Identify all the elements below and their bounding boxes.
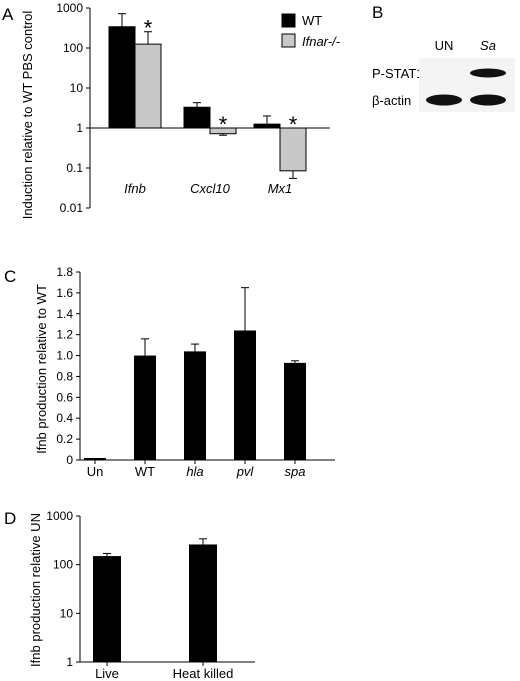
blot-band-p-stat1-sa — [470, 68, 506, 78]
chart-c-bar-hla — [184, 351, 206, 460]
chart-c-x-tick-label: Un — [87, 464, 104, 479]
chart-a-x-tick-label: Mx1 — [268, 181, 293, 196]
chart-a-x-tick-label: Ifnb — [124, 181, 146, 196]
panel-label-d: D — [4, 509, 16, 528]
chart-a-y-tick-label: 1000 — [56, 1, 83, 15]
chart-c-y-tick-label: 0 — [66, 453, 73, 467]
chart-d-x-tick-label: Live — [95, 666, 119, 681]
blot-lane-label-un: UN — [435, 38, 454, 53]
chart-d-y-tick-label: 10 — [60, 606, 74, 620]
chart-d-bar-live — [93, 556, 121, 662]
blot-band-actin-un — [426, 94, 462, 106]
chart-a-bar-ifnb-wt — [108, 26, 136, 129]
blot-row-label-pstat1: P-STAT1 — [372, 66, 424, 81]
chart-c-x-tick-label: pvl — [236, 464, 255, 479]
chart-c-y-tick-label: 1.8 — [56, 265, 73, 279]
legend-swatch-wt — [281, 13, 296, 28]
chart-a: Induction relative to WT PBS control WT … — [20, 1, 341, 219]
chart-c-y-tick-label: 0.2 — [56, 432, 73, 446]
chart-a-asterisk: * — [289, 112, 298, 137]
chart-c-x-tick-label: hla — [186, 464, 203, 479]
chart-a-y-tick-label: 0.01 — [60, 201, 84, 215]
chart-a-bar-ifnb-ifnar — [134, 43, 162, 129]
chart-a-y-tick-label: 100 — [63, 41, 83, 55]
chart-c-y-tick-label: 0.4 — [56, 411, 73, 425]
chart-a-x-tick-label: Cxcl10 — [190, 181, 231, 196]
chart-c-x-tick-label: spa — [285, 464, 306, 479]
chart-a-y-tick-label: 1 — [76, 121, 83, 135]
blot-lane-label-sa: Sa — [480, 38, 496, 53]
panel-label-b: B — [372, 3, 383, 22]
blot-band-actin-sa — [470, 94, 506, 106]
chart-d-x-tick-label: Heat killed — [173, 666, 234, 681]
blot-row-label-actin: β-actin — [372, 93, 411, 108]
legend-label-ifnar: Ifnar-/- — [302, 34, 341, 49]
panel-label-c: C — [4, 267, 16, 286]
chart-d-bar-heat-killed — [189, 544, 217, 662]
chart-c: Ifnb production relative to WT 0 0.2 0.4 0.… — [34, 265, 335, 479]
chart-c-y-tick-label: 1.6 — [56, 286, 73, 300]
chart-c-y-tick-label: 1.0 — [56, 349, 73, 363]
chart-d: Ifnb production relative UN 1 10 100 1000 Li… — [28, 509, 255, 681]
chart-c-y-tick-label: 0.6 — [56, 390, 73, 404]
legend-swatch-ifnar — [281, 33, 296, 48]
chart-c-y-tick-label: 0.8 — [56, 369, 73, 383]
chart-c-x-tick-label: WT — [135, 464, 155, 479]
chart-a-bar-mx1-wt — [253, 123, 281, 129]
chart-a-bar-cxcl10-wt — [183, 106, 211, 129]
chart-d-y-axis-label: Ifnb production relative UN — [28, 513, 43, 667]
panel-label-a: A — [2, 5, 14, 24]
legend-label-wt: WT — [302, 13, 322, 28]
chart-a-bar-mx1-ifnar — [279, 127, 307, 172]
chart-d-y-tick-label: 1000 — [46, 509, 73, 523]
chart-c-y-tick-label: 1.2 — [56, 328, 73, 342]
chart-a-asterisk: * — [144, 16, 153, 41]
chart-c-bar-pvl — [234, 330, 256, 460]
chart-c-y-tick-label: 1.4 — [56, 307, 73, 321]
chart-a-asterisk: * — [219, 112, 228, 137]
chart-a-y-axis-label: Induction relative to WT PBS control — [20, 11, 35, 220]
chart-a-legend: WT Ifnar-/- — [281, 13, 341, 49]
chart-a-y-tick-label: 10 — [70, 81, 84, 95]
chart-d-y-tick-label: 100 — [53, 558, 73, 572]
chart-c-bar-spa — [284, 362, 306, 460]
chart-c-y-axis-label: Ifnb production relative to WT — [34, 284, 49, 454]
western-blot-b: UN Sa P-STAT1 β-actin — [372, 38, 515, 112]
chart-a-y-tick-label: 0.1 — [66, 161, 83, 175]
chart-d-y-tick-label: 1 — [66, 655, 73, 669]
chart-c-bar-wt — [134, 355, 156, 460]
